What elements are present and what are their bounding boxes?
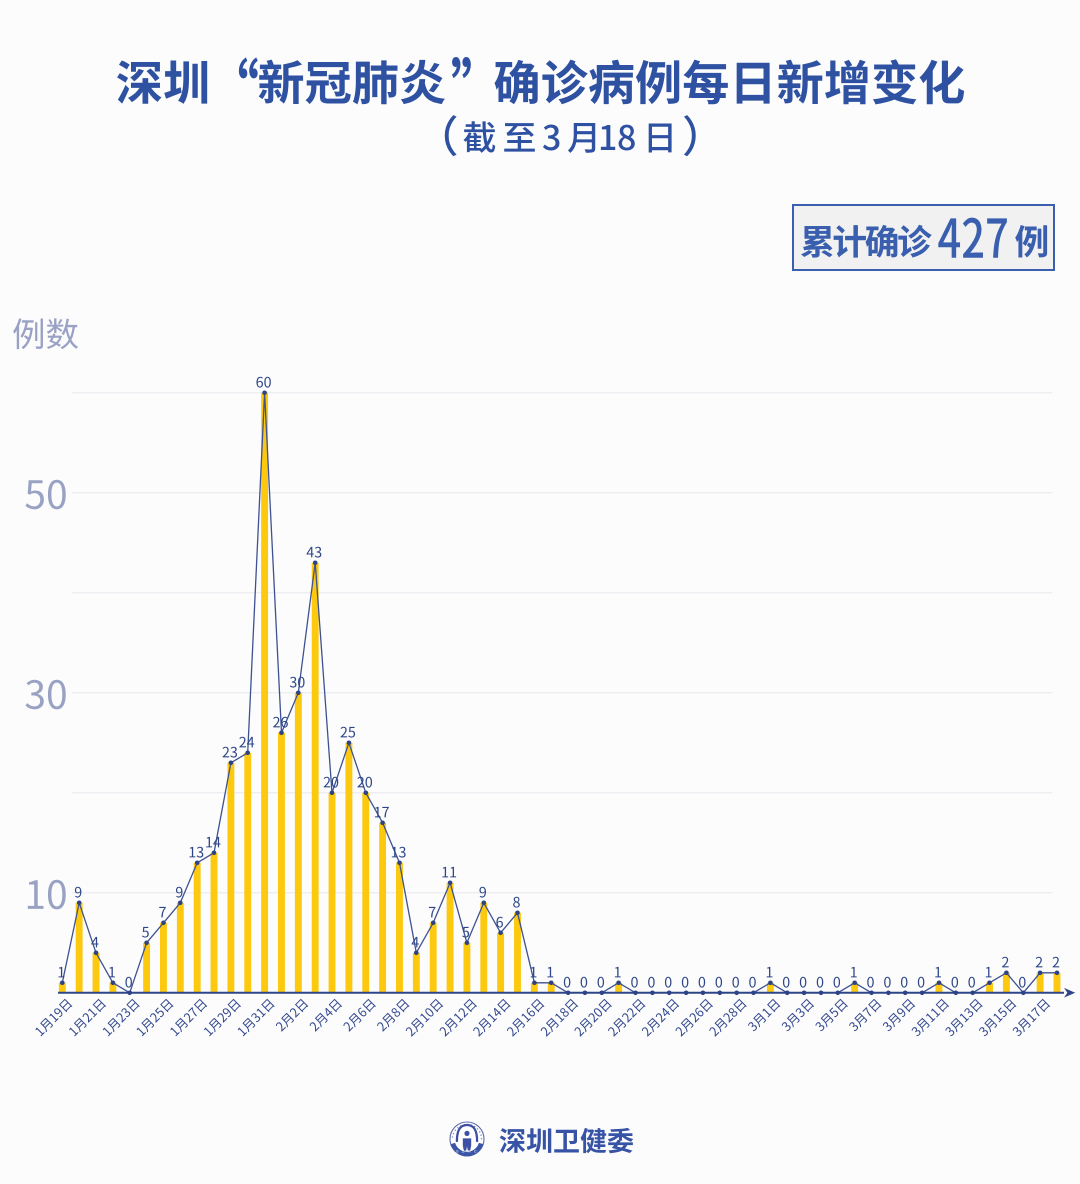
svg-text:S Z H C: S Z H C xyxy=(456,1150,478,1154)
